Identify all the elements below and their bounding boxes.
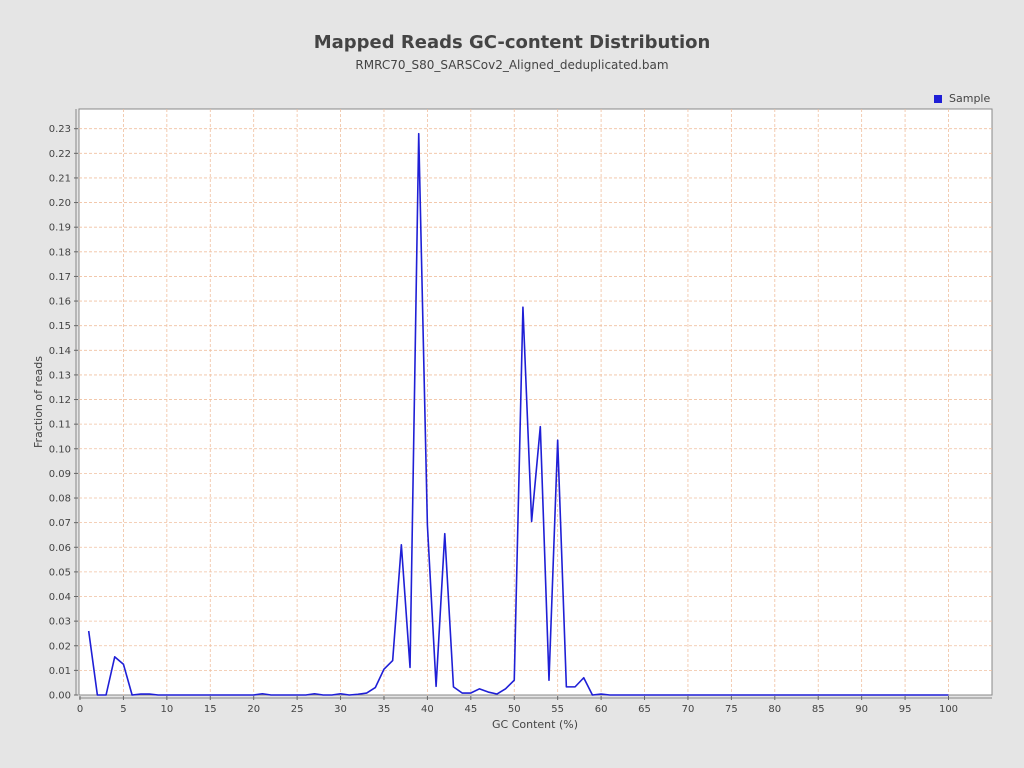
y-tick-label: 0.09 — [49, 469, 71, 480]
x-tick-label: 80 — [768, 704, 781, 715]
x-tick-label: 90 — [855, 704, 868, 715]
y-axis-ticks: 0.00 0.01 0.02 0.03 0.04 0.05 0.06 0.07 0.08 0.09… — [49, 124, 78, 702]
y-tick-label: 0.18 — [49, 247, 71, 258]
y-tick-label: 0.07 — [49, 518, 71, 529]
legend: Sample — [934, 92, 990, 105]
x-tick-label: 75 — [725, 704, 738, 715]
x-tick-label: 50 — [508, 704, 521, 715]
y-tick-label: 0.11 — [49, 420, 71, 431]
legend-swatch-sample — [934, 95, 942, 103]
x-tick-label: 10 — [160, 704, 173, 715]
axes — [75, 109, 992, 699]
x-tick-label: 30 — [334, 704, 347, 715]
y-tick-label: 0.12 — [49, 395, 71, 406]
x-tick-label: 65 — [638, 704, 651, 715]
y-tick-label: 0.20 — [49, 198, 71, 209]
x-tick-label: 5 — [120, 704, 126, 715]
x-tick-label: 60 — [595, 704, 608, 715]
y-tick-label: 0.02 — [49, 641, 71, 652]
y-tick-label: 0.23 — [49, 124, 71, 135]
x-tick-label: 15 — [204, 704, 217, 715]
y-axis-label: Fraction of reads — [32, 356, 45, 448]
plot-area — [78, 108, 993, 696]
y-tick-label: 0.01 — [49, 666, 71, 677]
y-tick-label: 0.05 — [49, 567, 71, 578]
x-tick-label: 70 — [682, 704, 695, 715]
x-tick-label: 55 — [551, 704, 564, 715]
x-axis-label: GC Content (%) — [492, 718, 578, 731]
y-tick-label: 0.13 — [49, 370, 71, 381]
y-tick-label: 0.10 — [49, 444, 71, 455]
series-line-sample — [87, 132, 949, 696]
x-tick-label: 20 — [247, 704, 260, 715]
y-tick-label: 0.19 — [49, 223, 71, 234]
y-tick-label: 0.00 — [49, 691, 71, 702]
grid-lines — [79, 109, 992, 695]
y-tick-label: 0.03 — [49, 617, 71, 628]
legend-label-sample: Sample — [949, 92, 990, 105]
y-tick-label: 0.14 — [49, 346, 71, 357]
chart-subtitle: RMRC70_S80_SARSCov2_Aligned_deduplicated… — [355, 58, 668, 72]
y-tick-label: 0.04 — [49, 592, 71, 603]
x-tick-label: 35 — [378, 704, 391, 715]
y-tick-label: 0.22 — [49, 149, 71, 160]
series-group — [87, 132, 949, 696]
x-tick-label: 0 — [77, 704, 83, 715]
x-tick-label: 95 — [899, 704, 912, 715]
x-tick-label: 45 — [464, 704, 477, 715]
y-tick-label: 0.16 — [49, 297, 71, 308]
y-tick-label: 0.06 — [49, 543, 71, 554]
y-tick-label: 0.21 — [49, 173, 71, 184]
y-tick-label: 0.15 — [49, 321, 71, 332]
x-tick-label: 40 — [421, 704, 434, 715]
chart-title: Mapped Reads GC-content Distribution — [314, 32, 711, 53]
x-tick-label: 85 — [812, 704, 825, 715]
x-tick-label: 25 — [291, 704, 304, 715]
y-tick-label: 0.08 — [49, 494, 71, 505]
x-axis-ticks: 0 5 10 15 20 25 30 35 40 45 50 55 60 65 70 75 80 85 90 95 10… — [77, 696, 958, 715]
y-tick-label: 0.17 — [49, 272, 71, 283]
x-tick-label: 100 — [939, 704, 958, 715]
